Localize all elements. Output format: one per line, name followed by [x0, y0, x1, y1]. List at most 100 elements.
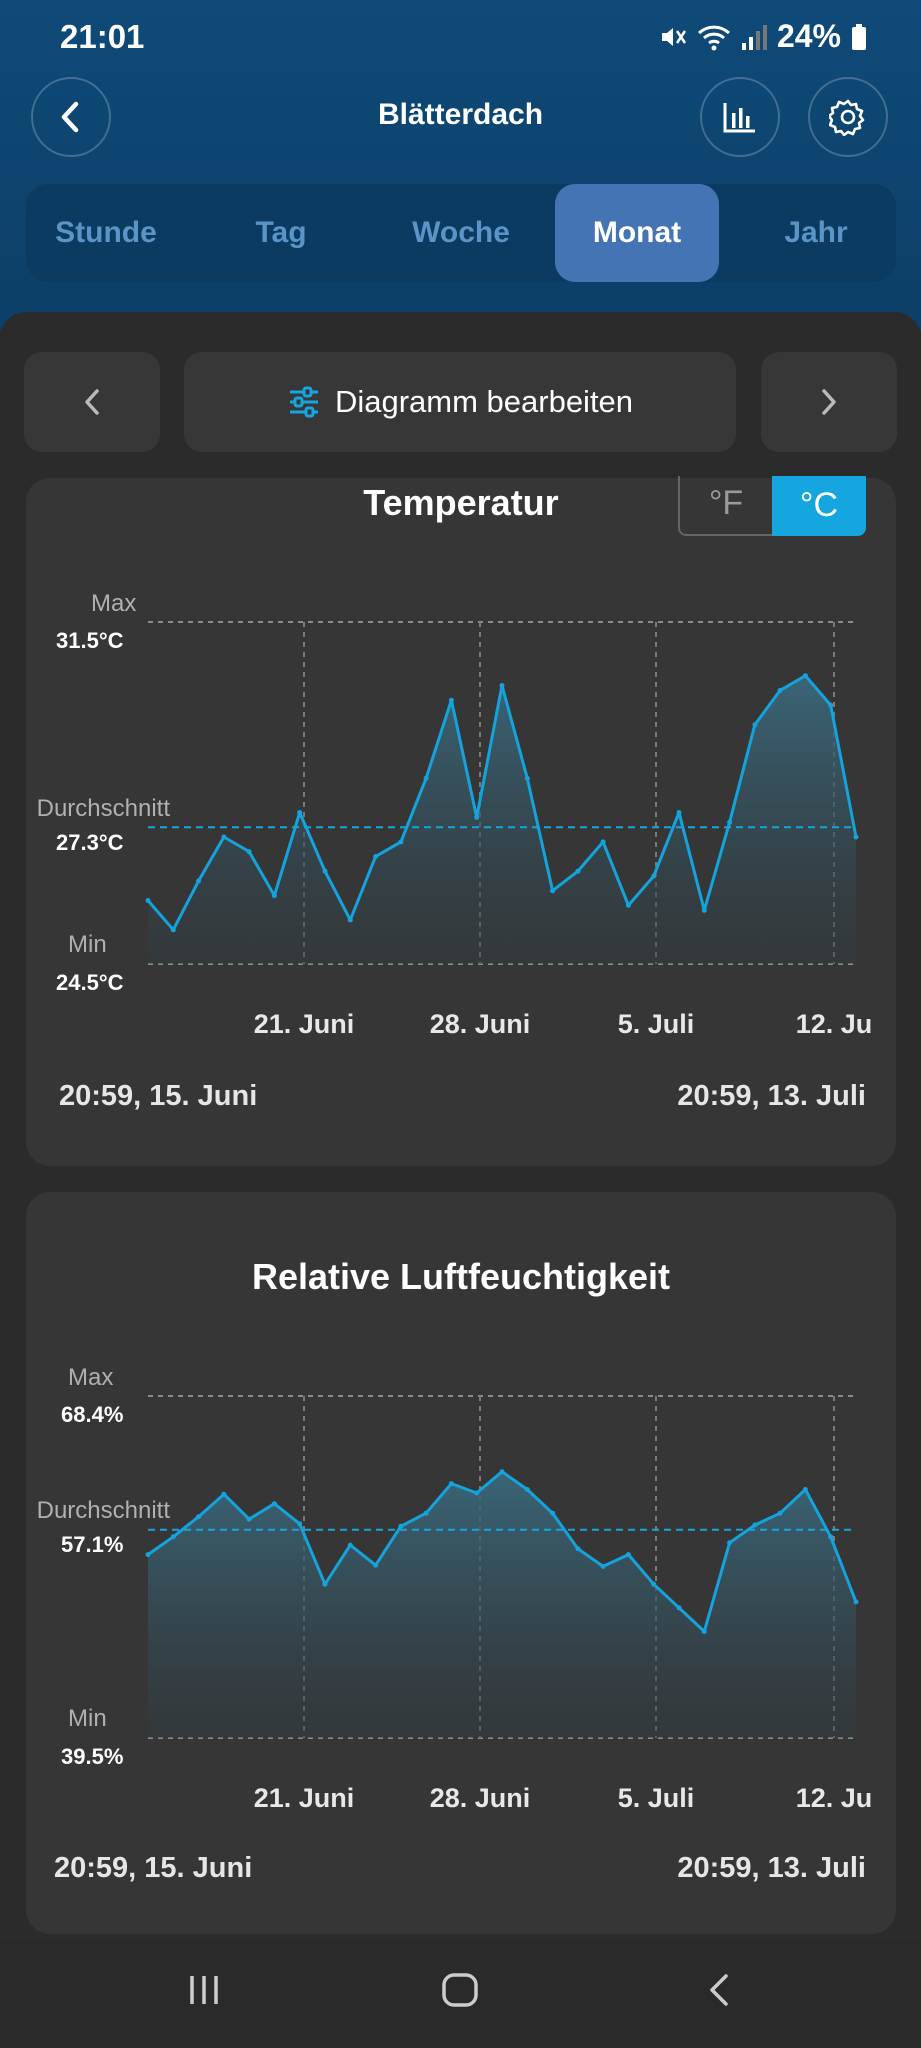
tab-woche[interactable]: Woche [412, 216, 510, 249]
status-icons: 24% [659, 18, 867, 55]
range-start: 20:59, 15. Juni [59, 1080, 258, 1112]
header: 21:01 24% Blätterdach Stunde Tag Woch [0, 0, 921, 330]
battery-percent: 24% [776, 18, 841, 54]
data-point [802, 673, 808, 679]
data-point [145, 1552, 151, 1558]
next-period-button[interactable] [761, 352, 897, 452]
temperature-card: Temperatur °F °C Max 31.5°C Durchschnitt… [26, 476, 896, 1166]
average-label: Durchschnitt [37, 1497, 171, 1524]
data-point [752, 1522, 758, 1528]
data-point [347, 1542, 353, 1548]
max-value: 31.5°C [56, 628, 124, 653]
back-nav-button[interactable] [702, 1970, 738, 2015]
series-area [148, 675, 856, 964]
data-point [524, 1487, 530, 1492]
data-point [221, 834, 227, 840]
tab-tag[interactable]: Tag [255, 216, 307, 249]
data-point [448, 697, 454, 703]
data-point [651, 1581, 657, 1587]
average-value: 27.3°C [56, 830, 124, 855]
data-point [322, 868, 328, 874]
min-value: 39.5% [61, 1744, 123, 1769]
data-point [271, 893, 277, 899]
x-tick-label: 21. Juni [254, 1783, 355, 1812]
x-tick-label: 5. Juli [618, 1009, 695, 1038]
min-value: 24.5°C [56, 970, 124, 995]
data-point [524, 775, 530, 781]
data-point [828, 1534, 834, 1540]
data-point [625, 902, 631, 908]
data-point [828, 702, 834, 708]
average-value: 57.1% [61, 1532, 123, 1557]
data-point [701, 907, 707, 913]
x-axis-ticks: 21. Juni 28. Juni 5. Juli 12. Ju [254, 1783, 873, 1812]
data-point [550, 1510, 556, 1516]
x-tick-label: 28. Juni [430, 1009, 531, 1038]
data-point [448, 1481, 454, 1487]
x-axis-ticks: 21. Juni 28. Juni 5. Juli 12. Ju [254, 1009, 873, 1038]
data-point [196, 878, 202, 884]
data-point [676, 810, 682, 815]
x-tick-label: 12. Ju [796, 1783, 873, 1812]
celsius-option[interactable]: °C [772, 476, 866, 536]
max-label: Max [91, 590, 136, 617]
edit-chart-button[interactable]: Diagramm bearbeiten [184, 352, 736, 452]
x-tick-label: 21. Juni [254, 1009, 355, 1038]
min-label: Min [68, 1705, 107, 1732]
page-title: Blätterdach [377, 98, 544, 131]
temperature-title: Temperatur [363, 482, 559, 523]
edit-chart-label: Diagramm bearbeiten [334, 384, 634, 419]
chevron-left-icon [85, 389, 99, 415]
max-value: 68.4% [61, 1402, 123, 1427]
x-tick-label: 12. Ju [796, 1009, 873, 1038]
data-point [347, 917, 353, 923]
back-button[interactable] [31, 77, 111, 157]
previous-period-button[interactable] [24, 352, 160, 452]
signal-icon [741, 23, 767, 51]
data-point [373, 854, 379, 859]
status-time: 21:01 [60, 18, 145, 55]
sliders-icon [289, 386, 318, 418]
back-arrow-icon [61, 101, 79, 133]
data-point [474, 814, 480, 820]
data-point [575, 1546, 581, 1552]
mute-icon [659, 23, 687, 51]
back-icon [710, 1974, 728, 2006]
data-point [499, 683, 505, 688]
status-bar: 21:01 24% [0, 0, 921, 78]
data-point [221, 1491, 227, 1497]
data-point [752, 722, 758, 728]
tab-jahr[interactable]: Jahr [784, 216, 848, 249]
recent-apps-button[interactable] [184, 1970, 224, 2015]
fahrenheit-option[interactable]: °F [678, 476, 772, 536]
gear-icon [829, 99, 865, 136]
data-point [246, 1516, 252, 1522]
data-point [423, 1510, 429, 1516]
settings-button[interactable] [808, 77, 888, 157]
range-end: 20:59, 13. Juli [677, 1852, 866, 1884]
data-point [170, 927, 176, 933]
data-point [246, 849, 252, 855]
data-point [398, 1523, 404, 1529]
data-point [499, 1469, 505, 1475]
data-point [600, 839, 606, 845]
data-point [170, 1534, 176, 1540]
data-point [550, 888, 556, 894]
average-label: Durchschnitt [37, 795, 171, 822]
max-label: Max [68, 1364, 113, 1391]
data-point [322, 1581, 328, 1587]
series-area [148, 1471, 856, 1738]
temperature-chart: Max 31.5°C Durchschnitt 27.3°C Min 24.5°… [37, 590, 873, 1038]
system-navigation-bar [0, 1940, 921, 2048]
wifi-icon [697, 23, 731, 51]
home-button[interactable] [440, 1970, 480, 2015]
x-tick-label: 5. Juli [618, 1783, 695, 1812]
unit-toggle: °F °C [678, 476, 866, 536]
recent-apps-icon [190, 1976, 218, 2004]
tab-stunde[interactable]: Stunde [55, 216, 157, 249]
tab-monat[interactable]: Monat [555, 184, 719, 282]
humidity-card: Relative Luftfeuchtigkeit Max 68.4% Durc… [26, 1192, 896, 1934]
statistics-button[interactable] [700, 77, 780, 157]
data-point [802, 1487, 808, 1492]
data-point [701, 1629, 707, 1634]
